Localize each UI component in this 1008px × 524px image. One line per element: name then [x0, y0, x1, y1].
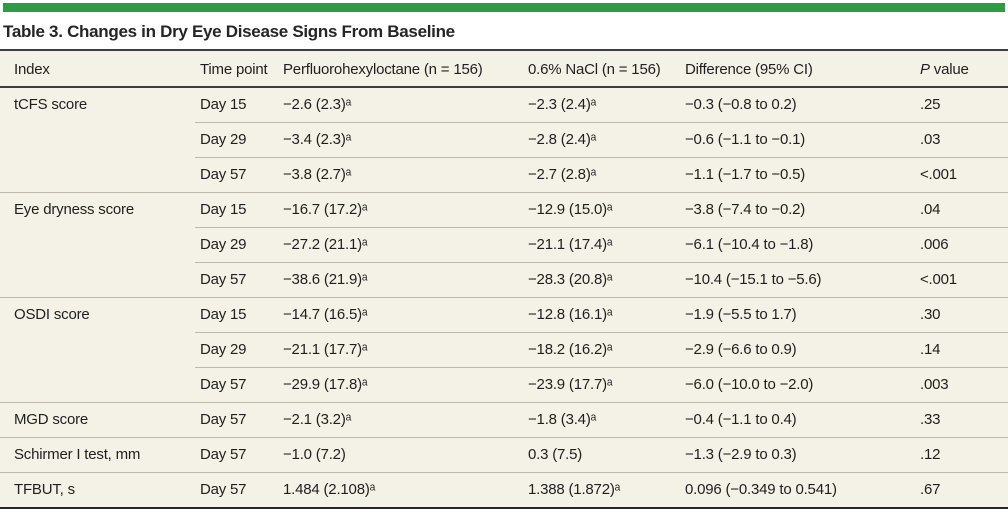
index-cell: TFBUT, s [0, 472, 195, 508]
nacl-cell: 1.388 (1.872)ᵃ [523, 472, 680, 508]
p-cell: <.001 [915, 157, 1008, 193]
table-row: Day 57 −3.8 (2.7)ᵃ −2.7 (2.8)ᵃ −1.1 (−1.… [0, 157, 1008, 193]
time-cell: Day 57 [195, 157, 278, 193]
paper-table-figure: Table 3. Changes in Dry Eye Disease Sign… [0, 3, 1008, 524]
p-cell: .04 [915, 192, 1008, 228]
time-cell: Day 57 [195, 402, 278, 438]
drug-cell: −21.1 (17.7)ᵃ [278, 332, 523, 368]
column-header-time-point: Time point [195, 50, 278, 88]
diff-cell: 0.096 (−0.349 to 0.541) [680, 472, 915, 508]
table-title: Table 3. Changes in Dry Eye Disease Sign… [3, 22, 455, 41]
diff-cell: −1.1 (−1.7 to −0.5) [680, 157, 915, 193]
diff-cell: −6.0 (−10.0 to −2.0) [680, 367, 915, 403]
table-row: tCFS score Day 15 −2.6 (2.3)ᵃ −2.3 (2.4)… [0, 86, 1008, 123]
nacl-cell: −12.9 (15.0)ᵃ [523, 192, 680, 228]
time-cell: Day 15 [195, 297, 278, 333]
p-cell: .25 [915, 86, 1008, 123]
drug-cell: −14.7 (16.5)ᵃ [278, 297, 523, 333]
index-cell [0, 333, 195, 368]
nacl-cell: −18.2 (16.2)ᵃ [523, 332, 680, 368]
drug-cell: −3.8 (2.7)ᵃ [278, 157, 523, 193]
column-header-index: Index [0, 50, 195, 88]
drug-cell: −1.0 (7.2) [278, 437, 523, 473]
nacl-cell: −12.8 (16.1)ᵃ [523, 297, 680, 333]
header-row: Index Time point Perfluorohexyloctane (n… [0, 50, 1008, 88]
time-cell: Day 29 [195, 227, 278, 263]
index-cell [0, 158, 195, 193]
table-row: Schirmer I test, mm Day 57 −1.0 (7.2) 0.… [0, 437, 1008, 473]
drug-cell: −2.6 (2.3)ᵃ [278, 86, 523, 123]
dry-eye-signs-table: Index Time point Perfluorohexyloctane (n… [0, 49, 1008, 509]
table-row: Day 29 −3.4 (2.3)ᵃ −2.8 (2.4)ᵃ −0.6 (−1.… [0, 122, 1008, 158]
diff-cell: −3.8 (−7.4 to −0.2) [680, 192, 915, 228]
accent-bar [3, 3, 1005, 12]
column-header-nacl: 0.6% NaCl (n = 156) [523, 50, 680, 88]
p-value-rest: value [929, 61, 969, 78]
time-cell: Day 29 [195, 332, 278, 368]
nacl-cell: −23.9 (17.7)ᵃ [523, 367, 680, 403]
p-cell: <.001 [915, 262, 1008, 298]
time-cell: Day 15 [195, 192, 278, 228]
diff-cell: −1.3 (−2.9 to 0.3) [680, 437, 915, 473]
column-header-perfluorohexyloctane: Perfluorohexyloctane (n = 156) [278, 50, 523, 88]
p-cell: .14 [915, 332, 1008, 368]
table-row: Eye dryness score Day 15 −16.7 (17.2)ᵃ −… [0, 192, 1008, 228]
p-cell: .30 [915, 297, 1008, 333]
p-cell: .003 [915, 367, 1008, 403]
table-row: Day 57 −38.6 (21.9)ᵃ −28.3 (20.8)ᵃ −10.4… [0, 262, 1008, 298]
p-cell: .33 [915, 402, 1008, 438]
p-cell: .12 [915, 437, 1008, 473]
diff-cell: −1.9 (−5.5 to 1.7) [680, 297, 915, 333]
p-cell: .67 [915, 472, 1008, 508]
index-cell: MGD score [0, 402, 195, 438]
diff-cell: −0.3 (−0.8 to 0.2) [680, 86, 915, 123]
index-cell: tCFS score [0, 86, 195, 123]
table-row: TFBUT, s Day 57 1.484 (2.108)ᵃ 1.388 (1.… [0, 472, 1008, 508]
time-cell: Day 29 [195, 122, 278, 158]
index-cell [0, 263, 195, 298]
index-cell: OSDI score [0, 297, 195, 333]
time-cell: Day 57 [195, 437, 278, 473]
table-row: Day 57 −29.9 (17.8)ᵃ −23.9 (17.7)ᵃ −6.0 … [0, 367, 1008, 403]
diff-cell: −10.4 (−15.1 to −5.6) [680, 262, 915, 298]
drug-cell: 1.484 (2.108)ᵃ [278, 472, 523, 508]
index-cell [0, 368, 195, 403]
time-cell: Day 57 [195, 472, 278, 508]
diff-cell: −2.9 (−6.6 to 0.9) [680, 332, 915, 368]
index-cell: Eye dryness score [0, 192, 195, 228]
nacl-cell: −1.8 (3.4)ᵃ [523, 402, 680, 438]
drug-cell: −16.7 (17.2)ᵃ [278, 192, 523, 228]
drug-cell: −27.2 (21.1)ᵃ [278, 227, 523, 263]
nacl-cell: −2.7 (2.8)ᵃ [523, 157, 680, 193]
index-cell [0, 228, 195, 263]
time-cell: Day 15 [195, 86, 278, 123]
nacl-cell: −2.3 (2.4)ᵃ [523, 86, 680, 123]
column-header-p-value: P value [915, 50, 1008, 88]
column-header-difference: Difference (95% CI) [680, 50, 915, 88]
index-cell: Schirmer I test, mm [0, 437, 195, 473]
p-value-italic: P [920, 61, 930, 78]
table-row: MGD score Day 57 −2.1 (3.2)ᵃ −1.8 (3.4)ᵃ… [0, 402, 1008, 438]
nacl-cell: 0.3 (7.5) [523, 437, 680, 473]
diff-cell: −6.1 (−10.4 to −1.8) [680, 227, 915, 263]
drug-cell: −2.1 (3.2)ᵃ [278, 402, 523, 438]
drug-cell: −3.4 (2.3)ᵃ [278, 122, 523, 158]
index-cell [0, 123, 195, 158]
table-row: OSDI score Day 15 −14.7 (16.5)ᵃ −12.8 (1… [0, 297, 1008, 333]
diff-cell: −0.6 (−1.1 to −0.1) [680, 122, 915, 158]
nacl-cell: −21.1 (17.4)ᵃ [523, 227, 680, 263]
drug-cell: −38.6 (21.9)ᵃ [278, 262, 523, 298]
diff-cell: −0.4 (−1.1 to 0.4) [680, 402, 915, 438]
table-row: Day 29 −21.1 (17.7)ᵃ −18.2 (16.2)ᵃ −2.9 … [0, 332, 1008, 368]
nacl-cell: −28.3 (20.8)ᵃ [523, 262, 680, 298]
time-cell: Day 57 [195, 262, 278, 298]
drug-cell: −29.9 (17.8)ᵃ [278, 367, 523, 403]
p-cell: .006 [915, 227, 1008, 263]
nacl-cell: −2.8 (2.4)ᵃ [523, 122, 680, 158]
table-row: Day 29 −27.2 (21.1)ᵃ −21.1 (17.4)ᵃ −6.1 … [0, 227, 1008, 263]
p-cell: .03 [915, 122, 1008, 158]
time-cell: Day 57 [195, 367, 278, 403]
